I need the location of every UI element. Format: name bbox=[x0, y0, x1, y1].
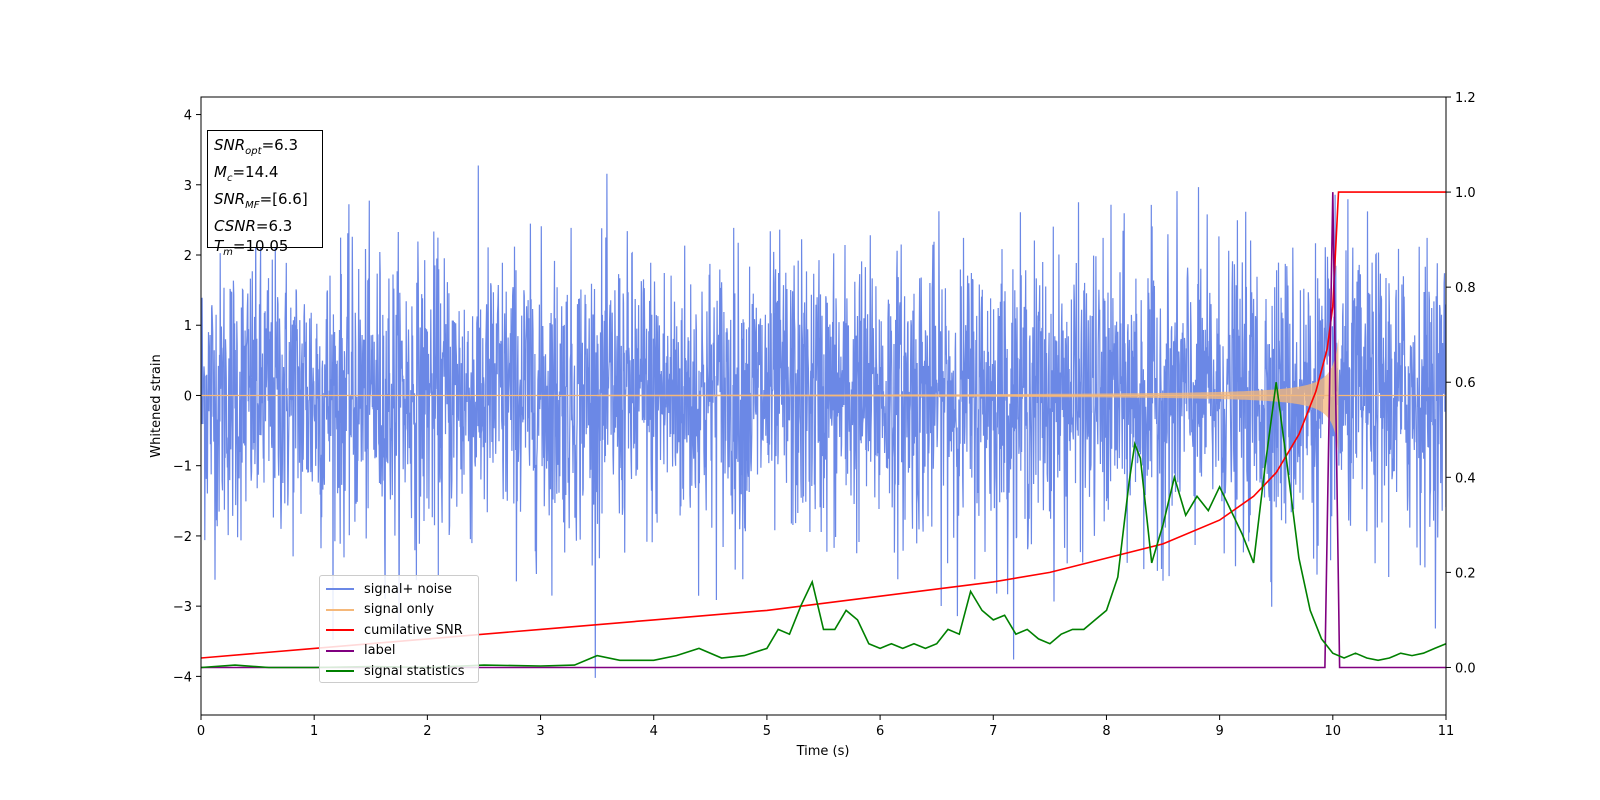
legend-item-cumilative-snr: cumilative SNR bbox=[326, 620, 472, 641]
y-right-tick-label: 0.6 bbox=[1455, 376, 1476, 391]
annotation-mc: Mc=14.4 bbox=[214, 163, 279, 184]
y-right-tick-label: 0.2 bbox=[1455, 566, 1476, 581]
annotation-box: SNRopt=6.3 Mc=14.4 SNRMF=[6.6] CSNR=6.3 … bbox=[207, 130, 323, 258]
plot-area bbox=[201, 165, 1446, 678]
series-signal-statistics bbox=[201, 382, 1446, 669]
y-left-tick-label: 0 bbox=[184, 389, 192, 404]
x-tick-label: 3 bbox=[536, 724, 544, 739]
legend-item-signal-only: signal only bbox=[326, 600, 472, 621]
x-tick-label: 4 bbox=[650, 724, 658, 739]
y-axis-left: −4 −3 −2 −1 0 1 2 3 4 bbox=[173, 109, 201, 685]
x-tick-label: 6 bbox=[876, 724, 884, 739]
x-axis-label: Time (s) bbox=[796, 744, 850, 759]
legend-swatch bbox=[326, 629, 354, 632]
legend-swatch bbox=[326, 588, 354, 591]
y-right-tick-label: 1.0 bbox=[1455, 186, 1476, 201]
plot-frame bbox=[200, 96, 1447, 716]
x-tick-label: 1 bbox=[310, 724, 318, 739]
y-left-tick-label: −4 bbox=[173, 670, 192, 685]
x-tick-label: 7 bbox=[989, 724, 997, 739]
y-right-tick-label: 1.2 bbox=[1455, 91, 1476, 106]
x-axis: 0 1 2 3 4 5 6 7 8 9 10 11 bbox=[197, 715, 1454, 739]
series-label bbox=[201, 192, 1446, 669]
y-left-tick-label: −1 bbox=[173, 460, 192, 475]
legend-swatch bbox=[326, 670, 354, 673]
y-left-tick-label: 1 bbox=[184, 319, 192, 334]
y-right-tick-label: 0.4 bbox=[1455, 471, 1476, 486]
x-tick-label: 2 bbox=[423, 724, 431, 739]
y-axis-right: 0.0 0.2 0.4 0.6 0.8 1.0 1.2 bbox=[1446, 91, 1476, 676]
legend-item-signal-noise: signal+ noise bbox=[326, 579, 472, 600]
y-left-tick-label: 3 bbox=[184, 179, 192, 194]
y-left-tick-label: 4 bbox=[184, 109, 192, 124]
series-cumilative-snr bbox=[201, 191, 1446, 659]
y-left-tick-label: 2 bbox=[184, 249, 192, 264]
y-left-tick-label: −2 bbox=[173, 530, 192, 545]
legend-item-label: label bbox=[326, 641, 472, 662]
legend-item-signal-statistics: signal statistics bbox=[326, 661, 472, 682]
y-left-tick-label: −3 bbox=[173, 600, 192, 615]
legend-swatch bbox=[326, 608, 354, 611]
legend: signal+ noise signal only cumilative SNR… bbox=[319, 575, 479, 683]
annotation-csnr: CSNR=6.3 bbox=[214, 217, 293, 235]
y-right-tick-label: 0.8 bbox=[1455, 281, 1476, 296]
y-axis-label: Whitened strain bbox=[149, 354, 164, 457]
x-tick-label: 0 bbox=[197, 724, 205, 739]
annotation-tm: Tm=10.05 bbox=[214, 237, 289, 258]
legend-swatch bbox=[326, 649, 354, 652]
x-tick-label: 8 bbox=[1102, 724, 1110, 739]
x-tick-label: 9 bbox=[1215, 724, 1223, 739]
x-tick-label: 11 bbox=[1438, 724, 1455, 739]
x-tick-label: 5 bbox=[763, 724, 771, 739]
x-tick-label: 10 bbox=[1325, 724, 1342, 739]
annotation-snr-opt: SNRopt=6.3 bbox=[214, 136, 298, 157]
y-right-tick-label: 0.0 bbox=[1455, 661, 1476, 676]
annotation-snr-mf: SNRMF=[6.6] bbox=[214, 190, 308, 211]
